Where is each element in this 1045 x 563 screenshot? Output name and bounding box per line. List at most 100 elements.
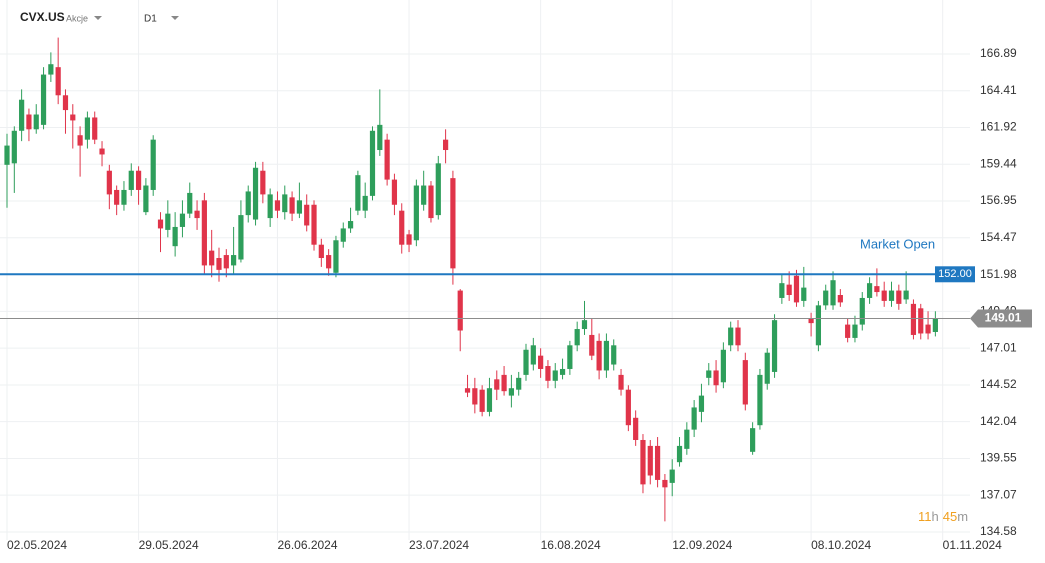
candle-body [457,290,463,331]
y-tick-label: 161.92 [980,120,1017,134]
current-price-label: 149.01 [985,311,1022,325]
candle-body [450,178,456,269]
candle-body [77,135,83,146]
candle-body [494,379,500,390]
candle-body [837,295,843,303]
candle-body [84,117,91,140]
candle-body [654,445,661,480]
candle-body [618,374,624,390]
countdown: 11h 45m [918,509,968,524]
header[interactable]: CVX.US Akcje D1 [20,10,179,25]
candle-body [128,170,134,190]
y-tick-label: 134.58 [980,524,1017,538]
candle-body [881,290,887,301]
candle-body [62,95,69,111]
candle-body [260,170,266,195]
candle-body [326,255,332,269]
overlays: Market Open 152.00 149.01 11h 45m [0,237,1032,524]
candle-body [223,255,229,269]
candle-body [662,479,668,488]
dropdown-arrow[interactable] [171,16,179,20]
instrument-type[interactable]: Akcje [66,13,88,23]
candle-body [896,290,902,304]
candle-body [11,130,17,164]
candle-body [786,284,792,296]
candle-body [209,250,215,266]
level-label: 152.00 [938,268,972,280]
candle-body [362,195,368,211]
candle-body [33,114,39,130]
y-tick-label: 144.52 [980,377,1017,391]
candle-body [728,327,734,346]
candle-body [808,318,814,324]
candle-body [406,234,412,245]
candle-body [859,297,865,325]
candle-body [106,170,112,195]
candle-body [172,226,178,247]
candle-body [647,445,653,476]
y-tick-label: 156.95 [980,193,1017,207]
candle-body [4,145,10,165]
candle-body [910,303,917,335]
candle-body [340,228,346,242]
candle-body [99,148,105,155]
countdown-hours: 11 [918,509,932,524]
candle-body [40,74,47,125]
candle-body [559,368,566,375]
candle-body [472,388,478,405]
candle-body [779,283,785,298]
candle-body [684,429,690,449]
candle-body [19,99,25,131]
candles [4,37,938,522]
timeframe[interactable]: D1 [144,14,157,25]
level-annotation: Market Open [860,237,935,252]
candle-body [640,439,646,485]
candle-body [845,324,851,338]
candle-body [589,334,595,356]
candle-body [157,219,164,229]
candle-body [245,191,251,216]
candle-body [633,417,639,440]
candle-body [304,204,310,226]
candle-body [581,320,588,330]
candle-body [435,163,441,216]
candle-body [150,139,156,190]
candle-body [874,286,880,293]
candle-body [691,407,697,430]
x-tick-label: 26.06.2024 [277,538,337,552]
candle-body [92,117,98,140]
dropdown-arrow[interactable] [94,16,102,20]
countdown-minute-unit: m [957,509,968,524]
y-tick-label: 151.98 [980,267,1017,281]
symbol[interactable]: CVX.US [20,10,65,24]
candle-body [55,67,61,96]
candle-body [750,428,756,452]
candle-body [508,388,514,396]
candle-body [903,290,909,300]
candle-body [720,349,726,383]
candle-body [143,185,149,213]
countdown-hour-unit: h [932,509,939,524]
candle-body [413,185,419,241]
x-tick-label: 29.05.2024 [139,538,199,552]
candle-body [530,345,536,365]
candle-body [611,345,617,365]
candle-body [866,283,873,298]
candle-body [114,189,120,205]
candle-body [165,213,171,230]
candle-body [625,389,631,426]
x-tick-label: 02.05.2024 [7,538,67,552]
candle-body [676,445,683,463]
candle-body [399,210,405,245]
candle-body [823,290,829,306]
x-tick-label: 08.10.2024 [811,538,871,552]
candle-body [70,114,76,121]
y-tick-label: 147.01 [980,340,1017,354]
y-tick-label: 137.07 [980,487,1017,501]
candle-body [274,200,281,211]
candle-body [596,340,602,371]
candle-body [567,345,573,369]
candle-body [501,374,507,392]
